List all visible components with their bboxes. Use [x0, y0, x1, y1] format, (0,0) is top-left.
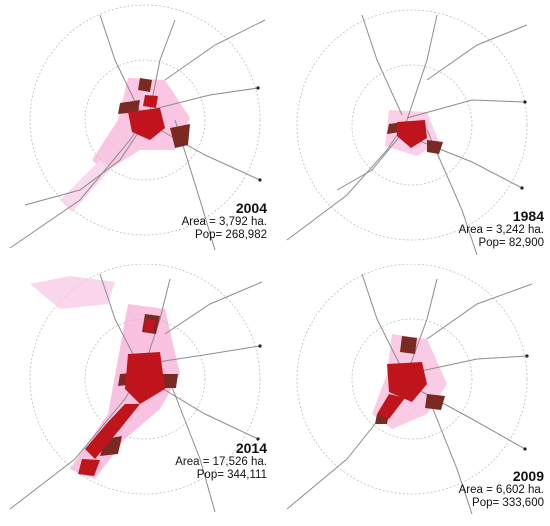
urban-footprint-new	[397, 120, 427, 148]
year-label: 1984	[512, 208, 544, 224]
urban-footprint-new	[128, 95, 165, 140]
area-value: 3,242 ha.	[496, 224, 544, 237]
inner-ring	[351, 64, 473, 186]
area-value: 3,792 ha.	[219, 216, 267, 229]
pop-line: Pop= 82,900	[459, 237, 544, 250]
inner-ring	[84, 318, 206, 440]
caption-2009: 2009 Area = 6,602 ha. Pop= 333,600	[459, 468, 544, 511]
road-endpoints	[520, 100, 527, 190]
outer-ring	[29, 4, 261, 236]
urban-footprint-new	[377, 362, 427, 419]
pop-value: 82,900	[508, 237, 544, 250]
road-endpoints	[256, 86, 262, 182]
road-endpoints	[256, 344, 262, 441]
map-2004	[9, 4, 266, 251]
area-label: Area =	[458, 224, 497, 237]
inner-ring	[351, 318, 473, 440]
pop-label: Pop=	[472, 497, 503, 510]
caption-2004: 2004 Area = 3,792 ha. Pop= 268,982	[182, 200, 267, 243]
area-label: Area =	[458, 484, 497, 497]
area-line: Area = 3,242 ha.	[459, 224, 544, 237]
caption-1984: 1984 Area = 3,242 ha. Pop= 82,900	[459, 208, 544, 251]
pop-value: 344,111	[227, 469, 267, 482]
area-label: Area =	[175, 456, 213, 469]
pop-label: Pop=	[196, 469, 228, 482]
roads	[9, 14, 266, 251]
urban-footprint-new	[78, 319, 165, 476]
area-line: Area = 6,602 ha.	[459, 484, 544, 497]
pop-label: Pop=	[478, 237, 509, 250]
map-1984	[286, 9, 528, 256]
year-label: 2014	[235, 440, 267, 456]
outer-ring	[29, 264, 261, 495]
area-label: Area =	[181, 216, 220, 229]
map-panel-2004: 2004 Area = 3,792 ha. Pop= 268,982	[0, 0, 273, 262]
pop-line: Pop= 344,111	[175, 469, 267, 482]
area-line: Area = 3,792 ha.	[182, 216, 267, 229]
urban-halo	[60, 78, 190, 212]
map-panel-2014: 2014 Area = 17,526 ha. Pop= 344,111	[0, 264, 273, 526]
road-endpoints	[523, 354, 529, 451]
urban-footprint-older	[375, 336, 445, 424]
map-panel-1984: 1984 Area = 3,242 ha. Pop= 82,900	[277, 0, 550, 262]
map-2014	[9, 264, 263, 513]
pop-value: 268,982	[225, 229, 267, 242]
pop-line: Pop= 333,600	[459, 497, 544, 510]
year-label: 2009	[512, 468, 544, 484]
pop-value: 333,600	[502, 497, 544, 510]
map-panel-2009: 2009 Area = 6,602 ha. Pop= 333,600	[277, 264, 550, 526]
area-value: 17,526 ha.	[212, 456, 267, 469]
area-value: 6,602 ha.	[496, 484, 544, 497]
inner-ring	[84, 59, 206, 181]
year-label: 2004	[235, 200, 267, 216]
urban-footprint-older	[118, 78, 190, 148]
outer-ring	[296, 264, 528, 495]
outer-ring	[296, 9, 528, 241]
pop-label: Pop=	[195, 229, 226, 242]
pop-line: Pop= 268,982	[182, 229, 267, 242]
area-line: Area = 17,526 ha.	[175, 456, 267, 469]
map-2009	[286, 264, 533, 515]
caption-2014: 2014 Area = 17,526 ha. Pop= 344,111	[175, 440, 267, 483]
